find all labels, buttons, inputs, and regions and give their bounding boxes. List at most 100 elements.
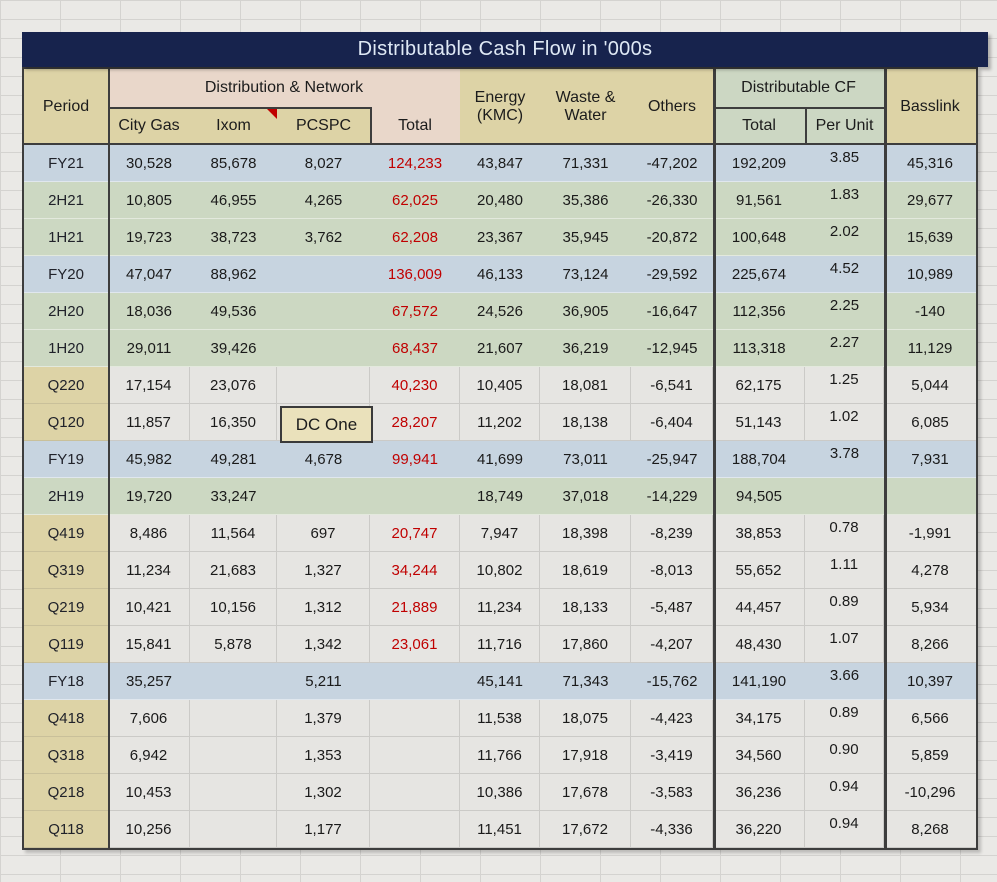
cell-dcf_total[interactable]: 141,190 xyxy=(713,663,805,700)
cell-pcspc[interactable] xyxy=(277,256,370,293)
cell-basslink[interactable]: 8,266 xyxy=(884,626,976,663)
cell-dn_total[interactable]: 136,009 xyxy=(370,256,460,293)
cell-city_gas[interactable]: 6,942 xyxy=(108,737,190,774)
cell-dn_total[interactable] xyxy=(370,737,460,774)
cell-dn_total[interactable]: 34,244 xyxy=(370,552,460,589)
cell-pcspc[interactable] xyxy=(277,293,370,330)
period-cell[interactable]: FY20 xyxy=(24,256,108,293)
cell-dn_total[interactable]: 20,747 xyxy=(370,515,460,552)
cell-energy[interactable]: 18,749 xyxy=(460,478,540,515)
cell-others[interactable]: -5,487 xyxy=(631,589,713,626)
cell-city_gas[interactable]: 19,723 xyxy=(108,219,190,256)
cell-waste_water[interactable]: 17,860 xyxy=(540,626,631,663)
cell-energy[interactable]: 11,716 xyxy=(460,626,540,663)
cell-others[interactable]: -15,762 xyxy=(631,663,713,700)
cell-dcf_total[interactable]: 188,704 xyxy=(713,441,805,478)
cell-pcspc[interactable]: 5,211 xyxy=(277,663,370,700)
cell-waste_water[interactable]: 73,011 xyxy=(540,441,631,478)
cell-per_unit[interactable]: 1.25 xyxy=(805,367,884,404)
cell-dcf_total[interactable]: 36,220 xyxy=(713,811,805,848)
cell-city_gas[interactable]: 8,486 xyxy=(108,515,190,552)
cell-basslink[interactable]: -10,296 xyxy=(884,774,976,811)
cell-per_unit[interactable]: 2.27 xyxy=(805,330,884,367)
cell-waste_water[interactable]: 18,138 xyxy=(540,404,631,441)
cell-dcf_total[interactable]: 112,356 xyxy=(713,293,805,330)
cell-others[interactable]: -26,330 xyxy=(631,182,713,219)
cell-city_gas[interactable]: 35,257 xyxy=(108,663,190,700)
cell-ixom[interactable]: 16,350 xyxy=(190,404,277,441)
cell-energy[interactable]: 11,234 xyxy=(460,589,540,626)
cell-ixom[interactable] xyxy=(190,774,277,811)
cell-dn_total[interactable]: 62,208 xyxy=(370,219,460,256)
cell-pcspc[interactable]: 1,312 xyxy=(277,589,370,626)
cell-others[interactable]: -29,592 xyxy=(631,256,713,293)
cell-waste_water[interactable]: 36,219 xyxy=(540,330,631,367)
cell-per_unit[interactable]: 1.02 xyxy=(805,404,884,441)
cell-basslink[interactable]: 5,859 xyxy=(884,737,976,774)
cell-energy[interactable]: 20,480 xyxy=(460,182,540,219)
period-cell[interactable]: Q419 xyxy=(24,515,108,552)
cell-dn_total[interactable]: 124,233 xyxy=(370,145,460,182)
cell-waste_water[interactable]: 37,018 xyxy=(540,478,631,515)
period-cell[interactable]: FY19 xyxy=(24,441,108,478)
period-cell[interactable]: FY18 xyxy=(24,663,108,700)
cell-per_unit[interactable]: 1.83 xyxy=(805,182,884,219)
cell-energy[interactable]: 10,802 xyxy=(460,552,540,589)
cell-dn_total[interactable]: 28,207 xyxy=(370,404,460,441)
cell-waste_water[interactable]: 35,945 xyxy=(540,219,631,256)
cell-others[interactable]: -12,945 xyxy=(631,330,713,367)
cell-ixom[interactable]: 38,723 xyxy=(190,219,277,256)
cell-dn_total[interactable] xyxy=(370,774,460,811)
cell-city_gas[interactable]: 10,453 xyxy=(108,774,190,811)
cell-pcspc[interactable]: 3,762 xyxy=(277,219,370,256)
cell-city_gas[interactable]: 47,047 xyxy=(108,256,190,293)
cell-energy[interactable]: 23,367 xyxy=(460,219,540,256)
cell-ixom[interactable]: 11,564 xyxy=(190,515,277,552)
cell-dn_total[interactable] xyxy=(370,663,460,700)
cell-dn_total[interactable]: 23,061 xyxy=(370,626,460,663)
cell-others[interactable]: -8,013 xyxy=(631,552,713,589)
cell-basslink[interactable]: 6,085 xyxy=(884,404,976,441)
cell-per_unit[interactable]: 3.85 xyxy=(805,145,884,182)
cell-city_gas[interactable]: 15,841 xyxy=(108,626,190,663)
cell-pcspc[interactable]: 1,342 xyxy=(277,626,370,663)
cell-others[interactable]: -8,239 xyxy=(631,515,713,552)
cell-pcspc[interactable]: 4,678 xyxy=(277,441,370,478)
cell-city_gas[interactable]: 17,154 xyxy=(108,367,190,404)
cell-ixom[interactable]: 85,678 xyxy=(190,145,277,182)
cell-waste_water[interactable]: 36,905 xyxy=(540,293,631,330)
cell-basslink[interactable] xyxy=(884,478,976,515)
cell-dcf_total[interactable]: 34,560 xyxy=(713,737,805,774)
cell-basslink[interactable]: 4,278 xyxy=(884,552,976,589)
cell-pcspc[interactable]: 8,027 xyxy=(277,145,370,182)
cell-basslink[interactable]: -140 xyxy=(884,293,976,330)
cell-basslink[interactable]: 29,677 xyxy=(884,182,976,219)
cell-ixom[interactable]: 88,962 xyxy=(190,256,277,293)
period-cell[interactable]: Q318 xyxy=(24,737,108,774)
cell-per_unit[interactable] xyxy=(805,478,884,515)
cell-energy[interactable]: 10,386 xyxy=(460,774,540,811)
cell-others[interactable]: -3,583 xyxy=(631,774,713,811)
cell-others[interactable]: -25,947 xyxy=(631,441,713,478)
cell-dn_total[interactable] xyxy=(370,700,460,737)
period-cell[interactable]: Q120 xyxy=(24,404,108,441)
cell-dcf_total[interactable]: 38,853 xyxy=(713,515,805,552)
cell-ixom[interactable]: 46,955 xyxy=(190,182,277,219)
cell-ixom[interactable]: 49,281 xyxy=(190,441,277,478)
period-cell[interactable]: 2H19 xyxy=(24,478,108,515)
cell-per_unit[interactable]: 0.90 xyxy=(805,737,884,774)
cell-basslink[interactable]: 10,989 xyxy=(884,256,976,293)
cell-dcf_total[interactable]: 100,648 xyxy=(713,219,805,256)
cell-dn_total[interactable]: 62,025 xyxy=(370,182,460,219)
cell-energy[interactable]: 7,947 xyxy=(460,515,540,552)
period-cell[interactable]: 1H20 xyxy=(24,330,108,367)
cell-energy[interactable]: 45,141 xyxy=(460,663,540,700)
cell-waste_water[interactable]: 71,331 xyxy=(540,145,631,182)
cell-city_gas[interactable]: 29,011 xyxy=(108,330,190,367)
period-cell[interactable]: Q219 xyxy=(24,589,108,626)
cell-others[interactable]: -16,647 xyxy=(631,293,713,330)
cell-waste_water[interactable]: 17,918 xyxy=(540,737,631,774)
cell-basslink[interactable]: 15,639 xyxy=(884,219,976,256)
cell-energy[interactable]: 43,847 xyxy=(460,145,540,182)
cell-per_unit[interactable]: 0.89 xyxy=(805,700,884,737)
